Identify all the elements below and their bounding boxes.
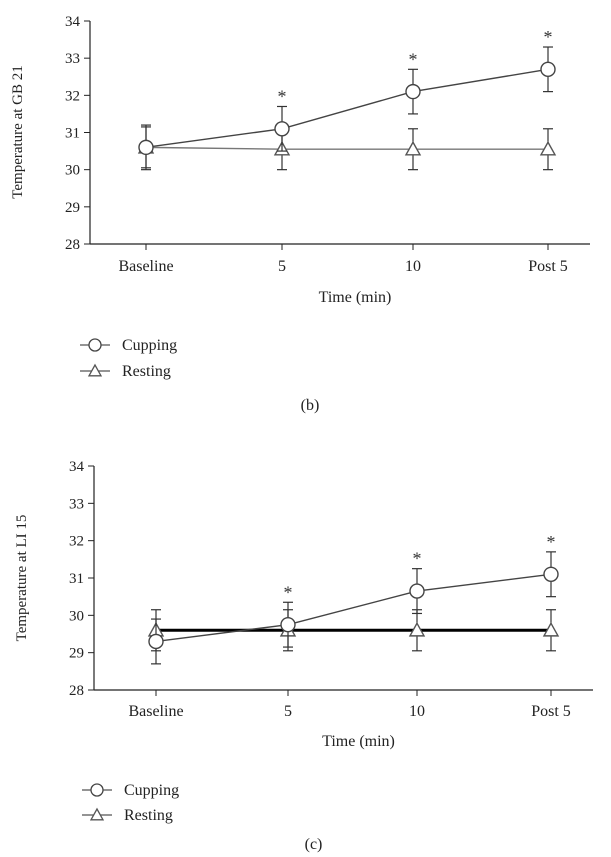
series-line-resting — [145, 146, 548, 150]
data-point-cupping — [405, 83, 421, 100]
y-tick-label: 34 — [69, 459, 85, 475]
data-point-cupping — [540, 61, 556, 78]
y-tick-label: 30 — [65, 163, 80, 179]
legend-label-resting: Resting — [124, 807, 173, 824]
data-point-cupping — [280, 616, 296, 633]
legend-triangle-icon — [87, 363, 103, 377]
y-axis-title: Temperature at GB 21 — [10, 65, 26, 198]
legend-label-cupping: Cupping — [124, 782, 179, 799]
series-line-cupping — [155, 573, 552, 643]
significance-marker: * — [544, 27, 553, 47]
y-tick-label: 30 — [69, 608, 84, 624]
x-tick-label: 5 — [278, 258, 286, 275]
data-point-resting — [408, 621, 426, 637]
significance-marker: * — [278, 86, 287, 106]
significance-marker: * — [409, 49, 418, 69]
x-axis-title: Time (min) — [322, 733, 395, 750]
y-tick-label: 32 — [69, 534, 84, 550]
chart-panel-c: 28 29 30 31 32 33 34 Baseline 5 10 Post 5 Time (min… — [14, 459, 593, 853]
legend-triangle-icon — [89, 807, 105, 821]
data-point-cupping — [274, 121, 290, 137]
y-tick-label: 29 — [65, 200, 80, 216]
data-point-resting — [542, 621, 560, 637]
y-tick-label: 28 — [69, 683, 84, 699]
y-axis-title: Temperature at LI 15 — [14, 515, 30, 642]
data-point-cupping — [409, 583, 425, 599]
x-tick-label: Baseline — [118, 258, 173, 275]
data-point-cupping — [543, 566, 559, 582]
y-tick-label: 31 — [65, 126, 80, 142]
y-tick-label: 32 — [65, 88, 80, 104]
y-tick-label: 28 — [65, 237, 80, 253]
y-tick-label: 33 — [69, 496, 84, 512]
panel-label: (c) — [305, 836, 323, 853]
significance-marker: * — [413, 549, 422, 569]
y-tick-label: 34 — [65, 14, 81, 30]
legend-label-resting: Resting — [122, 363, 171, 380]
series-line-cupping — [145, 68, 549, 149]
chart-panel-b: 28 29 30 31 32 33 34 Baseline 5 10 Post 5 Time (min… — [10, 14, 590, 414]
x-tick-label: Post 5 — [528, 258, 568, 275]
x-tick-label: 5 — [284, 703, 292, 720]
significance-marker: * — [547, 532, 556, 552]
data-point-resting — [404, 140, 422, 156]
legend-label-cupping: Cupping — [122, 337, 177, 354]
data-point-resting — [539, 140, 557, 156]
y-tick-label: 29 — [69, 646, 84, 662]
x-tick-label: Baseline — [128, 703, 183, 720]
x-tick-label: 10 — [405, 258, 421, 275]
significance-marker: * — [284, 582, 293, 602]
x-axis-title: Time (min) — [319, 289, 392, 306]
x-tick-label: 10 — [409, 703, 425, 720]
panel-label: (b) — [301, 397, 320, 414]
data-point-cupping — [148, 633, 164, 650]
data-point-cupping — [138, 139, 154, 156]
legend-circle-icon — [90, 783, 104, 797]
y-tick-label: 33 — [65, 51, 80, 67]
x-tick-label: Post 5 — [531, 703, 571, 720]
y-tick-label: 31 — [69, 571, 84, 587]
legend-circle-icon — [88, 338, 102, 352]
